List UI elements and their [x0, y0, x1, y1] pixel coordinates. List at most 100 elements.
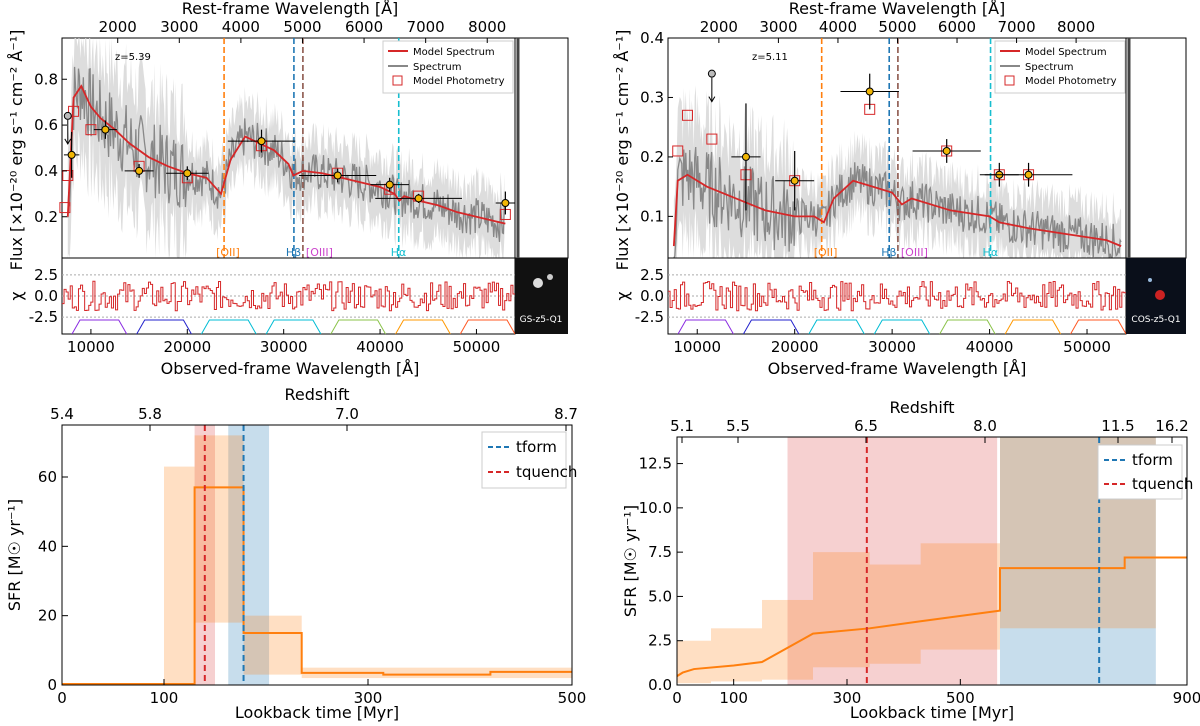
- model-photometry-point: [68, 105, 80, 117]
- y-tick-label: 0.6: [34, 116, 58, 134]
- sfr-uncertainty-band: [243, 615, 302, 675]
- top-tick-label: 6.5: [854, 417, 878, 435]
- filter-curve: [459, 319, 516, 335]
- sfr-uncertainty-band: [920, 543, 1000, 650]
- y-tick-label: 40: [38, 537, 57, 555]
- x-top-axis-label: Rest-frame Wavelength [Å]: [789, 0, 1006, 18]
- sfr-uncertainty-band: [869, 564, 921, 664]
- legend: Model Spectrum Spectrum Model Photometry: [382, 40, 514, 94]
- y-axis-label: Flux [×10⁻²⁰ erg s⁻¹ cm⁻² Å⁻¹]: [7, 30, 26, 271]
- x-top-tick-label: 4000: [819, 18, 857, 36]
- legend-tquench: tquench: [1132, 475, 1193, 493]
- y-tick-label: 0: [47, 676, 57, 694]
- x-tick-label: 300: [833, 689, 862, 707]
- legend-model-photometry: Model Photometry: [413, 76, 505, 87]
- upper-limit-arrowhead: [708, 96, 716, 103]
- filter-curve: [677, 319, 734, 335]
- x-tick-label: 500: [946, 689, 975, 707]
- top-tick-label: 5.1: [670, 417, 694, 435]
- sfr-uncertainty-band: [711, 628, 762, 682]
- x-top-axis-label: Redshift: [285, 385, 350, 404]
- sfr-history-line: [62, 486, 572, 685]
- top-tick-label: 5.8: [138, 405, 162, 423]
- emission-line-label: [OII]: [216, 246, 240, 259]
- object-id: GS-z5-Q1: [520, 315, 563, 325]
- emission-line-label: [OIII]: [901, 246, 928, 259]
- x-top-tick-label: 8000: [468, 18, 506, 36]
- y-tick-label: 0.4: [34, 162, 58, 180]
- top-tick-label: 7.0: [335, 405, 359, 423]
- sfr-uncertainty-band: [813, 552, 870, 668]
- model-photometry-point: [62, 170, 74, 181]
- x-tick-label: 40000: [356, 338, 404, 356]
- x-top-axis-label: Rest-frame Wavelength [Å]: [182, 0, 399, 18]
- x-axis-label: Lookback time [Myr]: [235, 703, 399, 722]
- resid-tick-label: 2.5: [34, 266, 58, 284]
- emission-line-label: Hβ: [881, 246, 896, 259]
- x-tick-label: 10000: [67, 338, 115, 356]
- redshift-label: z=5.11: [752, 52, 788, 63]
- x-tick-label: 100: [150, 689, 179, 707]
- photometry-point: [942, 146, 951, 155]
- y-tick-label: 20: [38, 607, 57, 625]
- x-tick-label: 40000: [966, 338, 1014, 356]
- legend-spectrum: Spectrum: [1025, 62, 1073, 73]
- emission-line-label: Hα: [983, 246, 999, 259]
- photometry-point: [385, 180, 394, 189]
- photometry-point: [257, 137, 266, 146]
- filter-curve: [200, 319, 257, 335]
- resid-label: χ: [613, 291, 632, 300]
- x-tick-label: 100: [719, 689, 748, 707]
- x-top-tick-label: 6000: [345, 18, 383, 36]
- top-tick-label: 5.4: [50, 405, 74, 423]
- model-photometry-point: [681, 109, 693, 121]
- filter-curve: [71, 319, 128, 335]
- sfh-panel-cos: tform tquench 0 100 300 500 900 0.0 2.5 5.0 7.5 1…: [621, 398, 1200, 722]
- emission-line-label: [OIII]: [306, 246, 333, 259]
- filter-curve: [1004, 319, 1062, 335]
- y-axis-label: SFR [M☉ yr⁻¹]: [5, 499, 24, 611]
- object-id: COS-z5-Q1: [1131, 315, 1180, 325]
- x-top-tick-label: 4000: [222, 18, 260, 36]
- x-top-tick-label: 2000: [99, 18, 137, 36]
- photometry-point: [790, 176, 799, 185]
- resid-label: χ: [7, 291, 26, 300]
- residual-line: [668, 280, 1126, 312]
- legend-model-photometry: Model Photometry: [1025, 76, 1117, 87]
- resid-tick-label: 2.5: [640, 266, 664, 284]
- photometry-point: [501, 199, 510, 207]
- y-axis-label: SFR [M☉ yr⁻¹]: [621, 505, 640, 617]
- x-tick-label: 300: [354, 689, 383, 707]
- filter-curve: [1070, 319, 1127, 335]
- upper-limit-point: [707, 69, 716, 78]
- thumbnail-image: [515, 258, 568, 334]
- y-tick-label: 0.3: [640, 88, 664, 106]
- spectrum-panel-cos: [OII] Hβ [OIII] Hα z=5.11 Model Spectrum Sp…: [613, 0, 1187, 378]
- model-photometry-point: [672, 145, 684, 157]
- sfr-uncertainty-band: [677, 640, 711, 684]
- x-axis-label: Observed-frame Wavelength [Å]: [768, 359, 1027, 378]
- photometry-point: [1024, 170, 1033, 179]
- photometry-point: [741, 152, 750, 161]
- photometry-point: [101, 125, 110, 134]
- x-tick-label: 0: [57, 689, 67, 707]
- y-tick-label: 60: [38, 468, 57, 486]
- legend-tform: tform: [1132, 451, 1173, 469]
- legend-spectrum: Spectrum: [413, 62, 461, 73]
- filter-curve: [939, 319, 996, 335]
- x-top-tick-label: 5000: [878, 18, 916, 36]
- legend-tform: tform: [516, 438, 557, 456]
- x-top-tick-label: 6000: [938, 18, 976, 36]
- resid-tick-label: -2.5: [29, 308, 58, 326]
- filter-curve: [742, 319, 800, 335]
- sfh-panel-gs: tform tquench 0 100 300 500 0 20 40 60 5.4 5.8 7.0…: [5, 385, 586, 722]
- photometry-point: [135, 166, 144, 175]
- filter-curve: [873, 319, 931, 335]
- photometry-point: [183, 169, 192, 178]
- legend: Model Spectrum Spectrum Model Photometry: [994, 40, 1126, 94]
- upper-limit-point: [63, 111, 72, 120]
- sfr-uncertainty-band: [762, 599, 813, 680]
- spectrum-panel-gs: [OII] Hβ [OIII] Hα z=5.39 Model Spectrum Sp…: [7, 0, 569, 378]
- y-axis-label: Flux [×10⁻²⁰ erg s⁻¹ cm⁻² Å⁻¹]: [613, 30, 632, 271]
